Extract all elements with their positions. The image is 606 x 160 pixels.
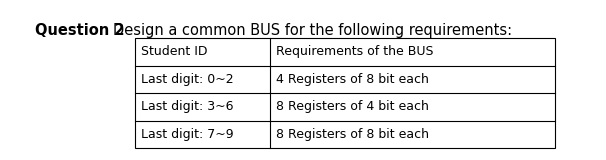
Text: Design a common BUS for the following requirements:: Design a common BUS for the following re…: [113, 23, 512, 38]
Text: Last digit: 7~9: Last digit: 7~9: [141, 128, 234, 141]
Text: 8 Registers of 8 bit each: 8 Registers of 8 bit each: [276, 128, 429, 141]
Text: Last digit: 3~6: Last digit: 3~6: [141, 100, 233, 113]
Text: Last digit: 0~2: Last digit: 0~2: [141, 73, 234, 86]
Text: 4 Registers of 8 bit each: 4 Registers of 8 bit each: [276, 73, 429, 86]
Text: Requirements of the BUS: Requirements of the BUS: [276, 45, 433, 58]
Text: Student ID: Student ID: [141, 45, 207, 58]
Bar: [135, 38, 555, 148]
Text: Question 2: Question 2: [35, 23, 124, 38]
Text: 8 Registers of 4 bit each: 8 Registers of 4 bit each: [276, 100, 429, 113]
